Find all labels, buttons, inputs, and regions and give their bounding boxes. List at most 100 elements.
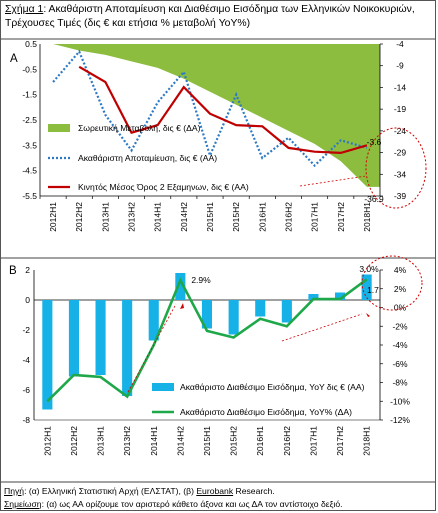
- x-category-label: 2015H2: [231, 202, 241, 232]
- x-category-label: 2014H2: [179, 202, 189, 232]
- annotation-label-saving: -3.6: [367, 137, 382, 147]
- left-tick-label: -4: [22, 355, 30, 365]
- x-category-label: 2012H2: [74, 202, 84, 232]
- x-category-label: 2013H1: [96, 426, 106, 456]
- note-label: Σημείωση: [4, 499, 42, 509]
- annotation-label-bar: 1.7: [367, 285, 379, 295]
- income-bar: [148, 300, 159, 341]
- x-category-label: 2012H1: [48, 202, 58, 232]
- income-bar: [42, 300, 53, 410]
- figure-number: Σχήμα 1: [5, 4, 44, 15]
- income-bar: [95, 300, 106, 375]
- annotation-label-yoy: 3.0%: [359, 264, 379, 274]
- right-tick-label: -14: [394, 82, 407, 92]
- x-category-label: 2017H2: [335, 426, 345, 456]
- right-tick-label: 0%: [394, 303, 407, 313]
- figure-footer: Πηγή: (α) Ελληνική Στατιστική Αρχή (ΕΛΣΤ…: [4, 485, 434, 511]
- left-tick-label: -0.5: [22, 64, 37, 74]
- legend-label-yoy: Ακαθάριστο Διαθέσιμο Εισόδημα, YoY% (ΔΑ): [180, 407, 352, 417]
- source-link[interactable]: Eurobank: [196, 486, 234, 496]
- note-line: Σημείωση: (α) ως ΑΑ ορίζουμε τον αριστερ…: [4, 498, 434, 511]
- annotation-arrow-2014: [180, 303, 184, 309]
- right-tick-label: -29: [394, 148, 407, 158]
- income-bar: [175, 273, 186, 300]
- x-category-label: 2016H2: [282, 426, 292, 456]
- right-tick-label: -39: [394, 191, 407, 201]
- x-category-label: 2017H1: [308, 426, 318, 456]
- right-tick-label: -24: [394, 126, 407, 136]
- annotation-circle-b: [361, 255, 423, 311]
- right-tick-label: -10%: [390, 396, 410, 406]
- left-tick-label: -4.5: [22, 166, 37, 176]
- left-tick-label: 2: [25, 265, 30, 275]
- cumulative-change-area: [40, 44, 380, 187]
- right-tick-label: 4%: [394, 265, 407, 275]
- left-tick-label: 0.5: [25, 39, 37, 49]
- income-bar: [201, 300, 212, 329]
- income-bar: [361, 274, 372, 300]
- x-category-label: 2013H2: [127, 202, 137, 232]
- annotation-arrow-b: [366, 313, 370, 317]
- x-category-label: 2016H2: [283, 202, 293, 232]
- left-tick-label: -2: [22, 325, 30, 335]
- right-tick-label: -8%: [392, 378, 408, 388]
- annotation-trend-left: [127, 303, 177, 393]
- right-tick-label: -4: [396, 39, 404, 49]
- income-bar: [281, 300, 292, 323]
- legend-label-moving-avg: Κινητός Μέσος Όρος 2 Εξαμηνων, δις € (ΑΑ…: [78, 182, 249, 192]
- x-category-label: 2016H1: [257, 202, 267, 232]
- annotation-circle-a: [365, 127, 427, 209]
- x-category-label: 2015H1: [205, 202, 215, 232]
- panel-a-chart: 0.5 -0.5 -1.5 -2.5 -3.5 -4.5 -5.5 -4 -9 -14 -19 -24…: [10, 39, 427, 232]
- x-category-label: 2017H1: [310, 202, 320, 232]
- annotation-label-2014h2: 2.9%: [191, 275, 211, 285]
- x-category-label: 2015H2: [229, 426, 239, 456]
- legend-swatch-bars: [152, 383, 174, 391]
- panel-label-a: A: [10, 53, 18, 65]
- source-label: Πηγή: [4, 486, 25, 496]
- left-tick-label: -6: [22, 385, 30, 395]
- right-tick-label: 2%: [394, 284, 407, 294]
- panel-b-chart: 2 0 -2 -4 -6 -8 4% 2% 0% -2% -4% -6% -8% -10% -12% 2012…: [9, 255, 423, 456]
- right-tick-label: -6%: [392, 359, 408, 369]
- income-bar: [68, 300, 79, 377]
- x-category-label: 2016H1: [255, 426, 265, 456]
- annotation-trend-a: [299, 175, 367, 187]
- source-text-a: : (α) Ελληνική Στατιστική Αρχή (ΕΛΣΤΑΤ),…: [24, 486, 197, 496]
- right-tick-label: -4%: [392, 340, 408, 350]
- legend-swatch-area: [48, 124, 70, 132]
- income-bar: [335, 292, 346, 300]
- gross-saving-line: [52, 49, 368, 168]
- left-tick-label: -5.5: [22, 191, 37, 201]
- note-text: : (α) ως ΑΑ ορίζουμε τον αριστερό κάθετο…: [41, 499, 343, 509]
- x-category-label: 2014H2: [175, 426, 185, 456]
- legend-label-area: Σωρευτική Μεταβολή, δις € (ΔΑ): [78, 123, 201, 133]
- x-category-label: 2014H1: [149, 426, 159, 456]
- x-category-label: 2014H1: [153, 202, 163, 232]
- left-tick-label: -3.5: [22, 140, 37, 150]
- income-bar: [308, 294, 319, 300]
- x-category-label: 2018H1: [362, 426, 372, 456]
- x-category-label: 2013H2: [122, 426, 132, 456]
- right-tick-label: -12%: [390, 415, 410, 425]
- right-tick-label: -19: [394, 104, 407, 114]
- legend-label-bars: Ακαθάριστο Διαθέσιμο Εισόδημα, YoY δις €…: [180, 382, 365, 392]
- x-category-label: 2015H1: [202, 426, 212, 456]
- source-line: Πηγή: (α) Ελληνική Στατιστική Αρχή (ΕΛΣΤ…: [4, 485, 434, 498]
- income-bar: [228, 300, 239, 335]
- x-category-label: 2012H2: [69, 426, 79, 456]
- right-tick-label: -34: [394, 169, 407, 179]
- right-tick-label: -2%: [392, 321, 408, 331]
- annotation-label-cumulative: -36.9: [364, 194, 384, 204]
- income-bar: [255, 300, 266, 317]
- legend-label-saving: Ακαθάριστη Αποταμίευση, δις € (ΑΑ): [78, 153, 217, 163]
- panel-label-b: B: [9, 265, 17, 277]
- income-bar: [122, 300, 133, 396]
- right-tick-label: -9: [396, 61, 404, 71]
- income-yoy-line: [46, 277, 368, 403]
- x-category-label: 2018H1: [362, 202, 372, 232]
- source-text-b: Research.: [233, 486, 275, 496]
- x-category-label: 2012H1: [42, 426, 52, 456]
